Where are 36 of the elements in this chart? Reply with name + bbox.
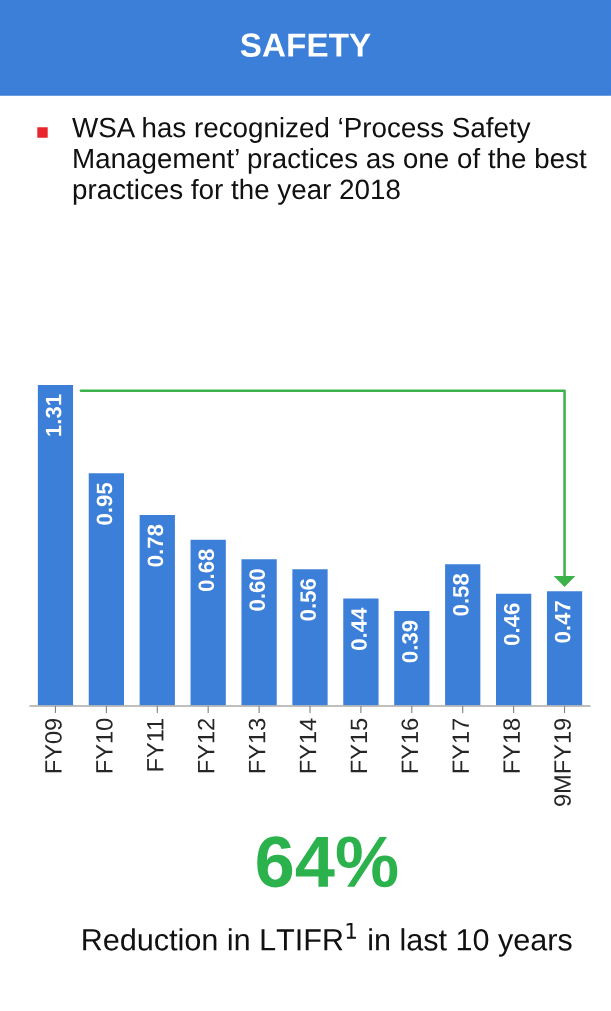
chart-subtitle: WSA has recognized ‘Process Safety Management’ practices as one of the best practices for the year 2018 — [72, 117, 587, 205]
data-label: 0.58 — [452, 573, 469, 616]
data-label: 0.47 — [554, 601, 571, 643]
chart-title: SAFETY — [240, 33, 371, 57]
data-label: 0.60 — [249, 569, 266, 611]
bar — [36, 383, 75, 706]
bar — [138, 513, 177, 706]
bar — [87, 471, 126, 706]
bar — [392, 609, 431, 706]
x-tick-label: FY14 — [299, 718, 317, 773]
x-tick-label: FY12 — [197, 718, 215, 773]
text: 64% — [257, 836, 398, 888]
data-label: 0.39 — [402, 620, 418, 663]
bar — [341, 597, 380, 706]
x-tick-label: FY15 — [350, 718, 368, 773]
data-label: 0.56 — [300, 578, 316, 621]
data-label: 0.78 — [147, 524, 164, 567]
x-tick-label: FY13 — [248, 718, 266, 773]
data-label: 1.31 — [45, 394, 62, 436]
text: Reduction in LTIFR$^{1}$ in last 10 years — [83, 923, 572, 957]
x-tick-label: FY09 — [45, 718, 62, 773]
bar — [240, 557, 279, 706]
bar — [494, 592, 533, 706]
data-label: 0.95 — [96, 482, 113, 525]
data-label: 0.68 — [198, 549, 215, 591]
bar — [189, 538, 228, 706]
data-label: 0.44 — [351, 607, 367, 650]
bar — [443, 562, 482, 706]
x-tick-label: FY17 — [452, 718, 469, 773]
x-tick-label: FY11 — [147, 718, 164, 771]
x-tick-label: 9MFY19 — [554, 718, 571, 806]
x-tick-label: FY10 — [95, 718, 113, 773]
x-tick-label: FY16 — [401, 718, 419, 773]
x-tick-label: FY18 — [503, 718, 520, 773]
data-label: 0.46 — [503, 603, 520, 646]
bar — [290, 567, 330, 706]
